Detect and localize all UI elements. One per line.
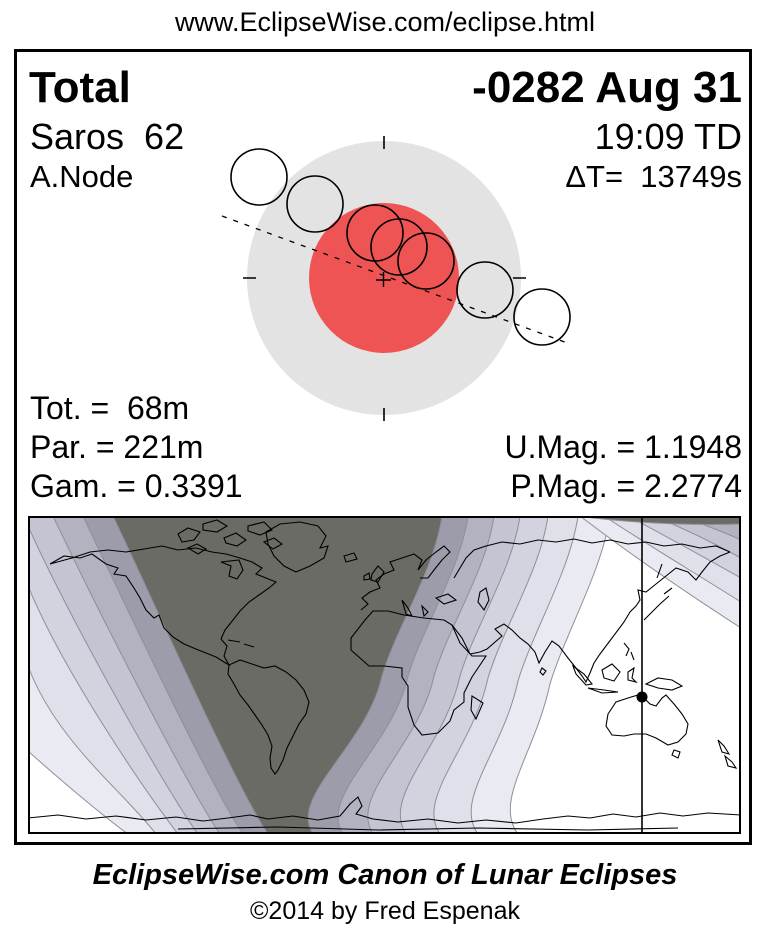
africa-outline <box>350 610 488 736</box>
moon-u1-circle <box>286 175 344 233</box>
shadow-geometry-diagram <box>221 136 571 421</box>
page-url-title: www.EclipseWise.com/eclipse.html <box>174 7 596 37</box>
eclipse-card: Total -0282 Aug 31 Saros 62 19:09 TD A.N… <box>14 49 752 845</box>
wraparound-bands <box>575 516 741 629</box>
cardinal-tick-marks <box>243 136 526 421</box>
ecliptic-dashed-line <box>221 215 571 345</box>
caribbean-islands <box>227 639 255 648</box>
south-america-outline <box>227 659 310 775</box>
coastlines <box>28 519 741 831</box>
zenith-point-dot <box>636 691 648 703</box>
moon-greatest-circle <box>370 218 428 276</box>
moon-p1-circle <box>230 148 288 206</box>
new-zealand-outline <box>717 739 738 769</box>
moon-u4-circle <box>456 261 514 319</box>
visibility-world-map <box>28 516 741 834</box>
shadow-center-cross <box>376 272 391 287</box>
moon-p4-circle <box>513 288 571 346</box>
penumbral-magnitude-value: P.Mag. = 2.2774 <box>510 468 742 504</box>
greenland-outline <box>265 521 329 573</box>
totality-duration-value: Tot. = 68m <box>30 390 190 426</box>
asia-outline <box>451 538 731 684</box>
umbral-magnitude-value: U.Mag. = 1.1948 <box>504 429 742 465</box>
copyright-text: ©2014 by Fred Espenak <box>250 897 520 925</box>
antarctica-outline <box>28 796 741 831</box>
node-label: A.Node <box>30 159 134 194</box>
saros-series-label: Saros 62 <box>30 116 185 157</box>
canon-title: EclipseWise.com Canon of Lunar Eclipses <box>92 859 678 891</box>
eclipse-type-label: Total <box>29 63 131 112</box>
moon-u3-circle <box>397 232 455 290</box>
japan-outline <box>643 563 673 621</box>
southeast-asia-islands <box>571 642 684 694</box>
delta-t-value: ΔT= 13749s <box>565 159 742 194</box>
visibility-bands <box>28 516 611 834</box>
map-border <box>28 516 741 834</box>
greatest-eclipse-time: 19:09 TD <box>594 116 742 157</box>
eclipse-date-label: -0282 Aug 31 <box>472 63 742 112</box>
total-visibility-zone <box>112 516 443 834</box>
partial-duration-value: Par. = 221m <box>30 429 204 465</box>
gamma-value: Gam. = 0.3391 <box>30 468 243 504</box>
north-america-outline <box>49 545 278 667</box>
moon-contact-circles <box>230 148 571 346</box>
